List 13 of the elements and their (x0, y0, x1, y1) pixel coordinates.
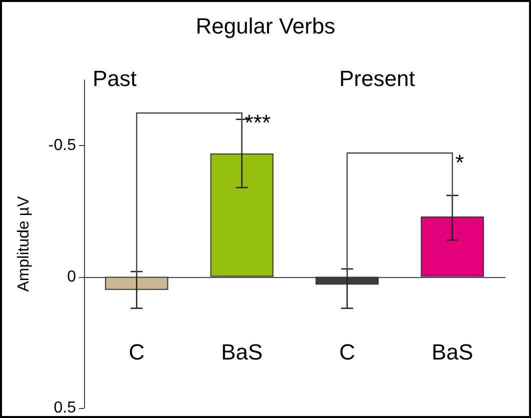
y-tick-label: 0 (67, 268, 76, 286)
annotation: Present (339, 66, 416, 91)
annotation: *** (244, 110, 271, 135)
annotation: Past (92, 66, 137, 91)
annotation: * (455, 150, 464, 175)
y-tick-label: 0.5 (54, 400, 76, 416)
x-tick-label: BaS (221, 340, 263, 364)
x-tick-label: C (128, 340, 145, 364)
chart-title: Regular Verbs (196, 14, 336, 38)
y-axis-title: Amplitude µV (16, 196, 32, 292)
x-tick-label: C (339, 340, 356, 364)
y-tick-label: -0.5 (48, 137, 76, 154)
x-tick-label: BaS (432, 340, 474, 364)
